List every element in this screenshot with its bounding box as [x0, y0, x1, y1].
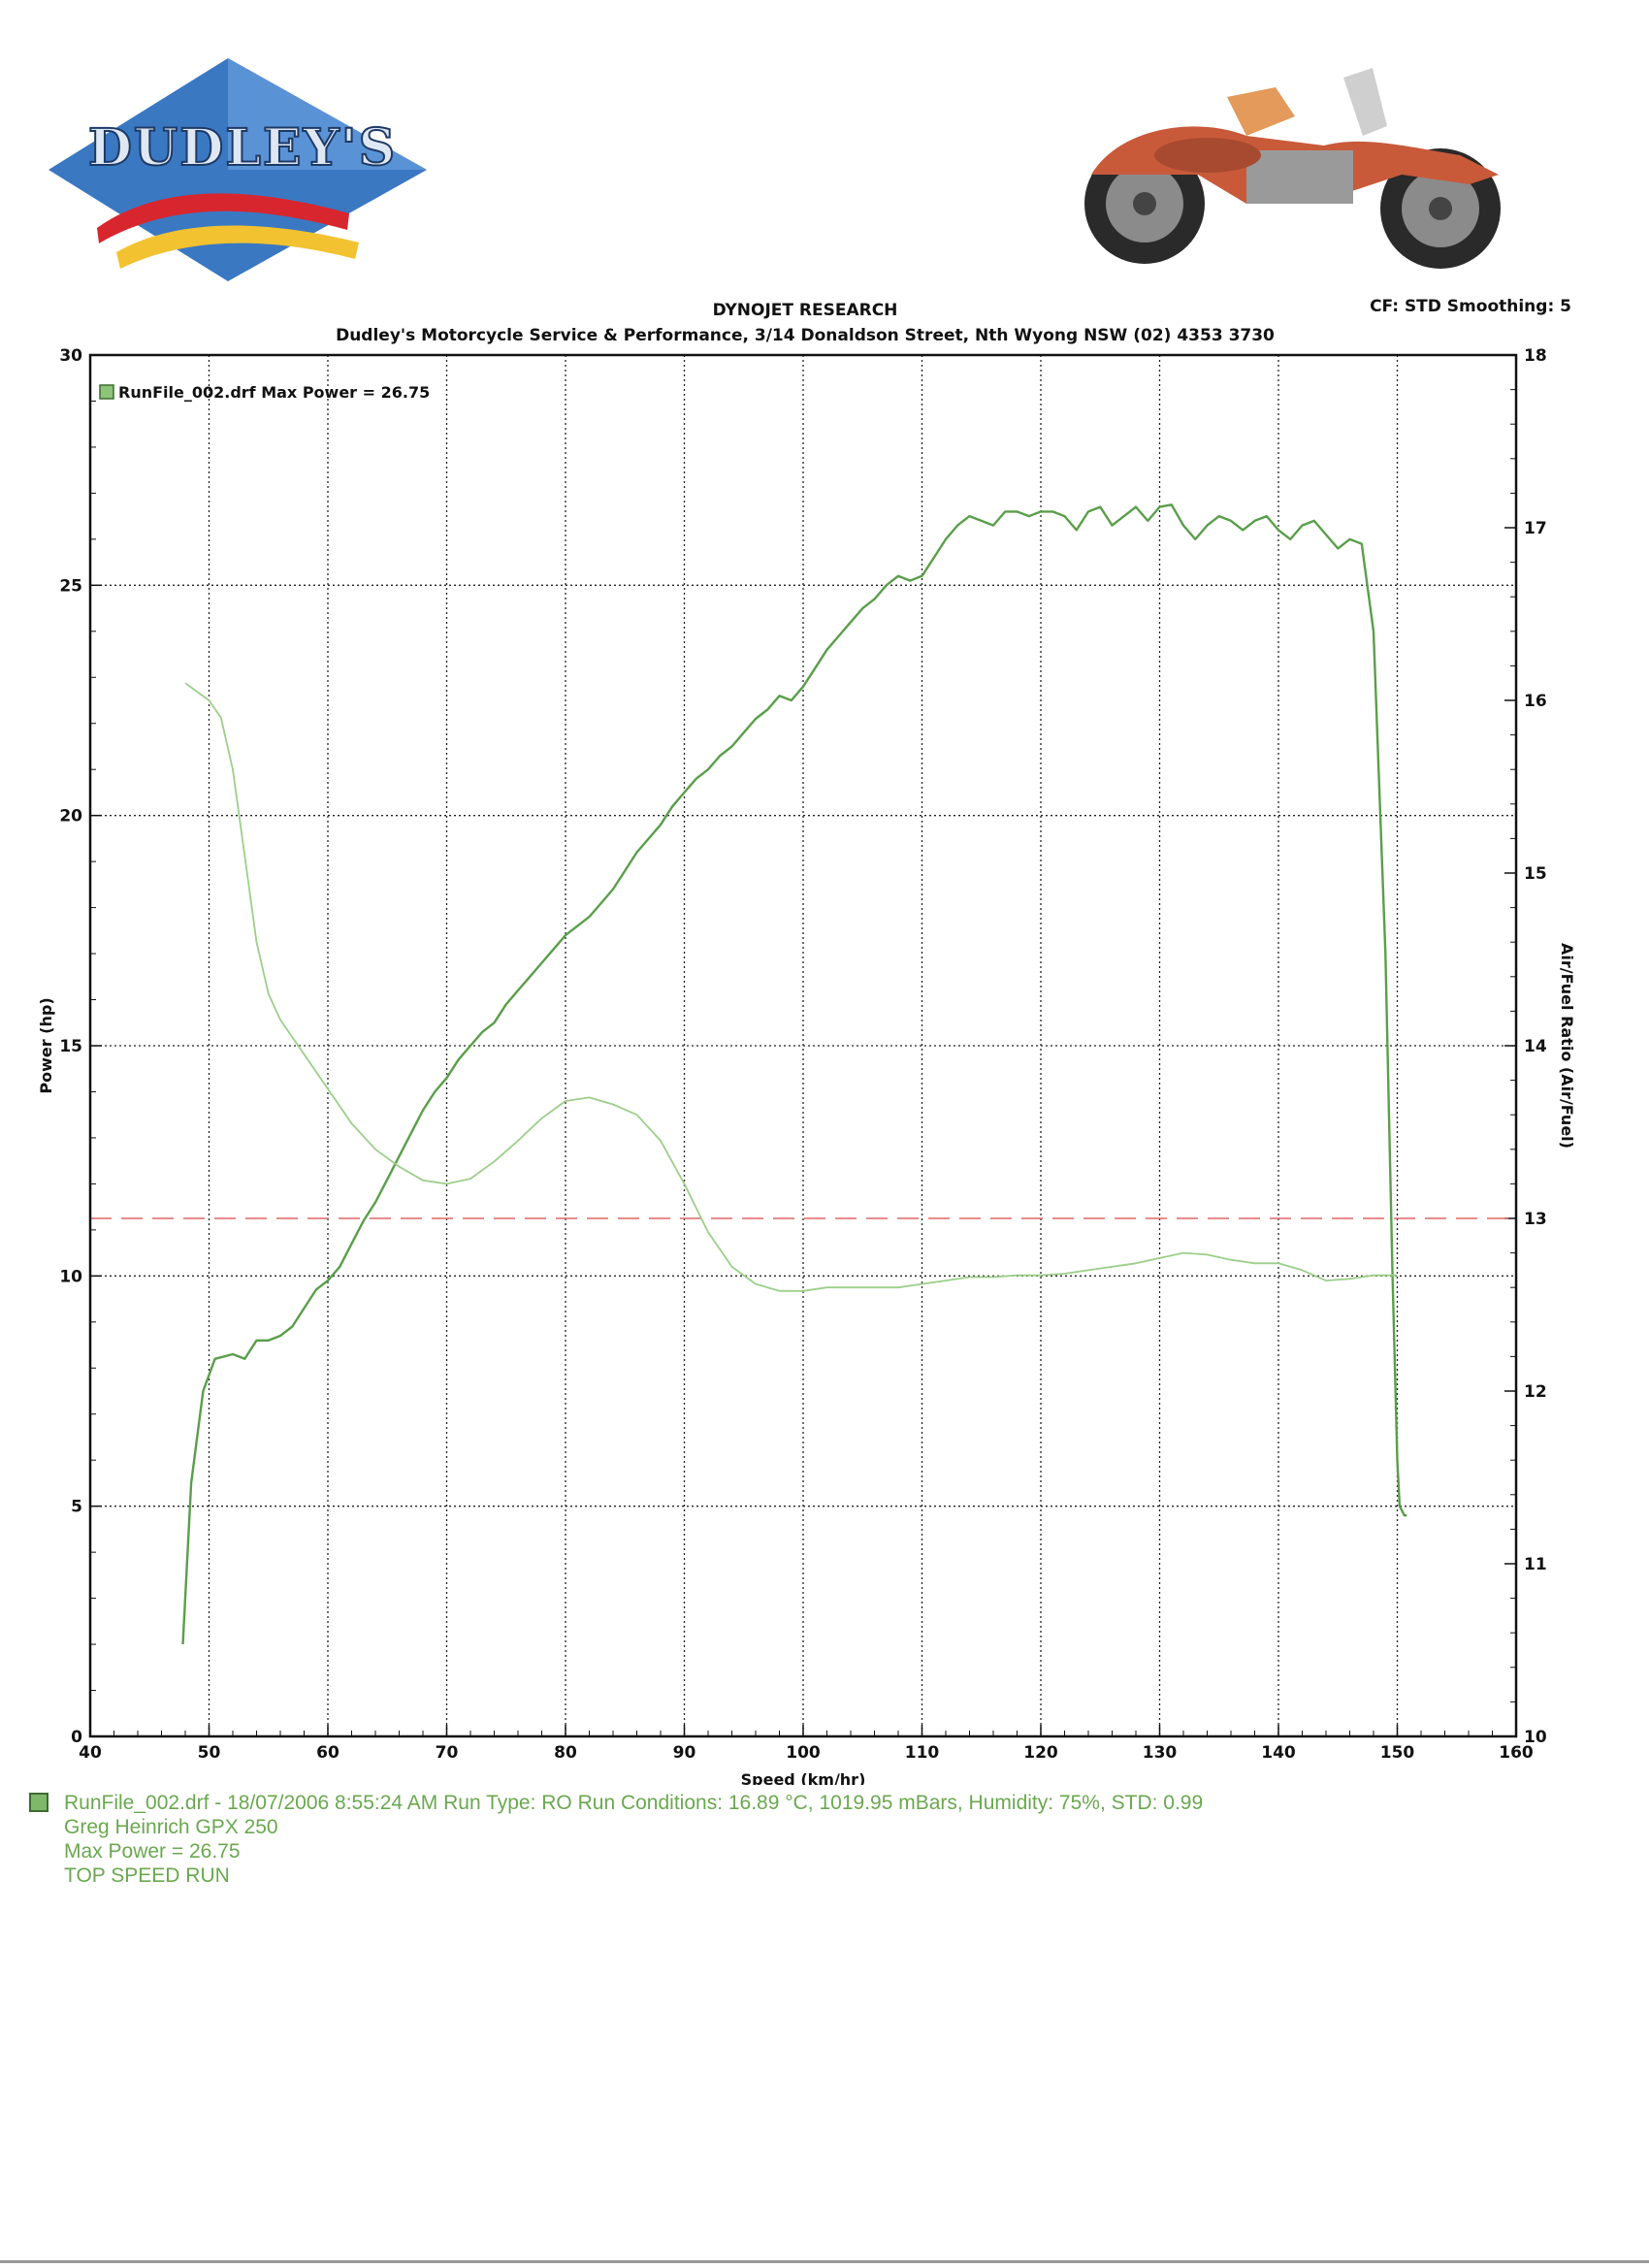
run-info-details: RunFile_002.drf - 18/07/2006 8:55:24 AM … [64, 1792, 1204, 1814]
y-tick-label: 5 [71, 1498, 82, 1517]
axis-ticks: 40 50 60 70 80 90 100 110 120 130 140 150 160 0 5 10 15 2… [59, 346, 1547, 1763]
y2-tick-label: 17 [1524, 519, 1547, 538]
x-tick-label: 140 [1261, 1743, 1296, 1763]
run-info-note: TOP SPEED RUN [64, 1864, 230, 1887]
x-tick-label: 40 [79, 1743, 102, 1763]
y-tick-label: 20 [59, 807, 82, 826]
x-tick-label: 80 [554, 1743, 577, 1763]
x-tick-label: 110 [905, 1743, 940, 1763]
x-tick-label: 50 [198, 1743, 221, 1763]
chart-legend: RunFile_002.drf Max Power = 26.75 [99, 383, 430, 402]
y2-tick-label: 10 [1524, 1728, 1547, 1747]
x-tick-label: 150 [1380, 1743, 1415, 1763]
legend-swatch [99, 384, 114, 400]
dudleys-logo: DUDLEY'S [48, 58, 427, 281]
y2-tick-label: 12 [1524, 1382, 1547, 1402]
y-tick-label: 15 [59, 1037, 82, 1056]
x-tick-label: 120 [1023, 1743, 1058, 1763]
y2-tick-label: 14 [1524, 1037, 1547, 1056]
cf-smoothing-label: CF: STD Smoothing: 5 [1370, 297, 1571, 316]
x-axis-label: Speed (km/hr) [741, 1770, 866, 1785]
run-info-max-power: Max Power = 26.75 [64, 1840, 241, 1863]
y2-tick-label: 13 [1524, 1210, 1547, 1229]
x-tick-label: 160 [1499, 1743, 1534, 1763]
run-info-rider: Greg Heinrich GPX 250 [64, 1816, 278, 1838]
y2-tick-label: 15 [1524, 864, 1547, 884]
scan-edge [0, 2260, 1649, 2263]
y2-tick-label: 11 [1524, 1555, 1547, 1574]
x-tick-label: 70 [436, 1743, 459, 1763]
x-tick-label: 90 [673, 1743, 696, 1763]
plot-frame [88, 353, 1518, 1738]
logo-text: DUDLEY'S [88, 118, 397, 178]
motorcycle-image [1084, 68, 1501, 269]
x-tick-label: 60 [316, 1743, 340, 1763]
air-fuel-ratio-line [184, 682, 1398, 1292]
y2-tick-label: 18 [1524, 346, 1547, 366]
y2-tick-label: 16 [1524, 692, 1547, 711]
grid [90, 355, 1516, 1736]
y-tick-label: 10 [59, 1267, 82, 1286]
y-tick-label: 0 [71, 1728, 82, 1747]
x-tick-label: 130 [1143, 1743, 1178, 1763]
y-tick-label: 30 [59, 346, 82, 366]
legend-label: RunFile_002.drf Max Power = 26.75 [118, 383, 430, 402]
power-line [181, 503, 1407, 1645]
chart-subtitle: Dudley's Motorcycle Service & Performanc… [336, 326, 1275, 345]
y-tick-label: 25 [59, 576, 82, 596]
y-axis-label: Power (hp) [37, 997, 55, 1093]
x-tick-label: 100 [786, 1743, 821, 1763]
y2-axis-label: Air/Fuel Ratio (Air/Fuel) [1558, 943, 1576, 1149]
run-info-swatch [29, 1793, 48, 1812]
chart-title: DYNOJET RESEARCH [712, 301, 898, 320]
series-layer [90, 503, 1516, 1645]
dyno-chart: 40 50 60 70 80 90 100 110 120 130 140 150 160 0 5 10 15 2… [37, 346, 1576, 1785]
